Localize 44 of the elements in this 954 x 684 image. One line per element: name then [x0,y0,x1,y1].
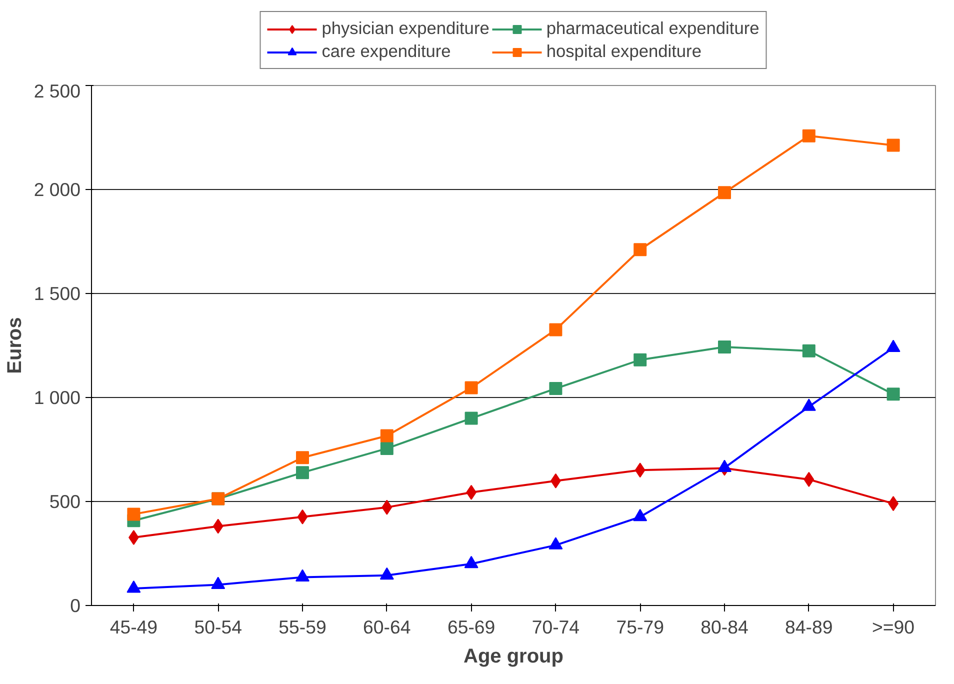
y-axis-title: Euros [4,317,26,374]
point [380,442,394,455]
y-tick-label: 2 500 [34,80,80,102]
point [549,323,562,336]
x-axis-title: Age group [464,646,564,668]
point [296,466,309,480]
legend-label: care expenditure [322,41,451,62]
point [802,129,816,142]
point [464,412,478,425]
point [549,382,562,396]
legend-label: pharmaceutical expenditure [546,18,760,39]
x-tick-label: 75-79 [616,616,664,638]
point [212,518,224,534]
x-tick-label: 45-49 [110,616,158,638]
point [886,138,900,152]
point [464,381,478,394]
x-tick-label: 65-69 [447,616,496,638]
point [296,451,309,464]
point [804,472,814,487]
x-tick-label: 55-59 [278,616,326,638]
legend-label: hospital expenditure [546,41,702,62]
point [802,344,816,358]
point [886,388,900,401]
point [634,353,647,366]
point [297,509,308,524]
point [382,500,392,515]
x-tick-label: 50-54 [194,616,242,638]
y-tick-label: 1 500 [34,283,80,304]
point [718,340,731,354]
point [718,186,731,200]
point [634,243,647,256]
x-tick-label: 60-64 [363,616,411,638]
x-tick-label: >=90 [872,616,915,638]
y-tick-label: 1 000 [34,387,80,408]
y-tick-label: 2 000 [34,179,80,200]
legend-label: physician expenditure [322,18,490,39]
point [634,462,646,478]
x-tick-label: 84-89 [785,616,833,638]
x-tick-label: 70-74 [532,616,580,638]
point [380,429,394,442]
point [127,508,140,521]
y-tick-label: 500 [49,491,81,512]
y-tick-label: 0 [70,595,81,616]
x-tick-label: 80-84 [700,616,748,638]
